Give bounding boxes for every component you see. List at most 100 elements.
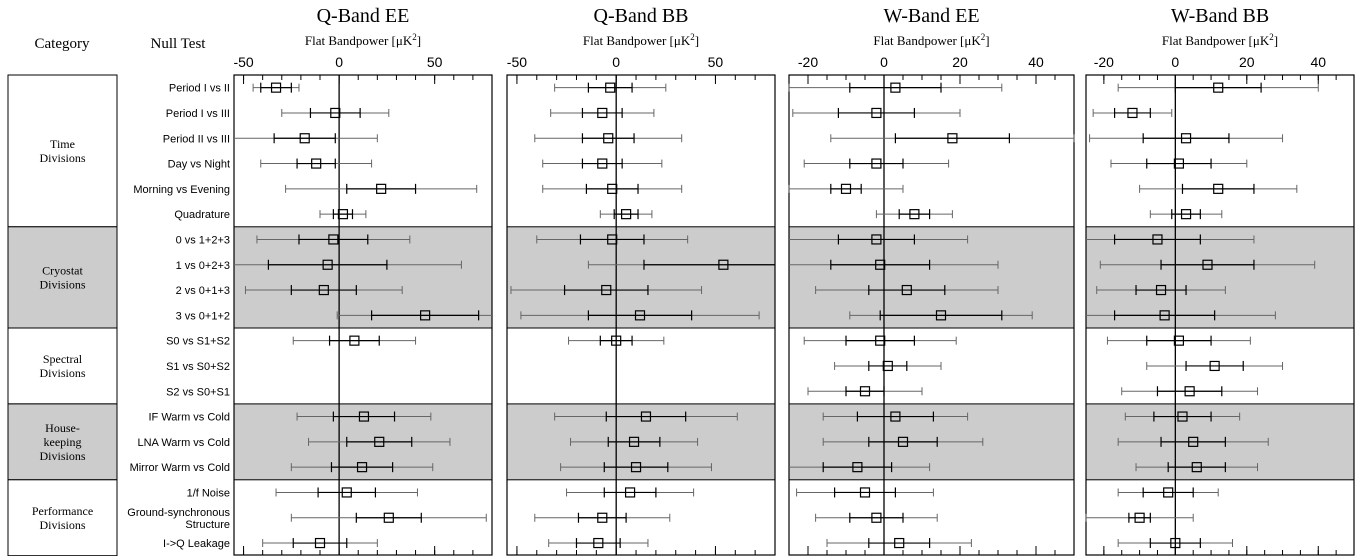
data-point — [554, 411, 738, 422]
category-cell — [7, 479, 118, 556]
null-test-label: S2 vs S0+S1 — [166, 386, 230, 398]
bandpower-marker — [1180, 133, 1192, 144]
null-test-label: 3 vs 0+1+2 — [176, 310, 230, 322]
bandpower-marker — [337, 209, 349, 220]
null-test-label: Morning vs Evening — [133, 184, 230, 196]
bandpower-marker — [593, 537, 604, 549]
data-point — [815, 512, 938, 523]
null-test-column-header: Null Test — [151, 36, 207, 52]
bandpower-marker — [611, 335, 622, 346]
x-axis-label-exp: 2 — [981, 32, 986, 42]
null-test-label: Day vs Night — [168, 159, 230, 171]
bandpower-marker — [270, 82, 282, 93]
panel-title: W-Band EE — [883, 5, 979, 27]
data-point — [822, 411, 969, 422]
x-tick-label: -50 — [507, 54, 527, 70]
data-point — [296, 411, 432, 422]
data-point — [275, 487, 418, 498]
data-point — [560, 462, 712, 473]
x-tick-label: -20 — [798, 54, 818, 70]
bandpower-marker — [890, 411, 901, 422]
bandpower-marker — [882, 360, 893, 372]
bandpower-marker — [330, 107, 341, 119]
bandpower-marker — [897, 436, 909, 447]
bandpower-marker — [871, 158, 882, 169]
bandpower-marker — [871, 512, 882, 523]
x-axis-label-exp: 2 — [690, 32, 695, 42]
shaded-band — [506, 226, 776, 329]
data-point — [319, 209, 367, 220]
category-label: Divisions — [39, 277, 85, 291]
x-tick-label: 20 — [1239, 54, 1255, 70]
null-test-label: S0 vs S1+S2 — [166, 336, 230, 348]
bandpower-marker — [1209, 360, 1220, 372]
x-axis-label: Flat Bandpower [μK2] — [873, 32, 989, 48]
category-cell — [7, 74, 118, 228]
x-tick-label: 0 — [880, 54, 888, 70]
shaded-band — [788, 226, 1075, 329]
bandpower-marker — [859, 487, 871, 498]
x-tick-label: 50 — [708, 54, 724, 70]
data-point — [244, 284, 403, 296]
category-label: Divisions — [39, 366, 85, 380]
x-axis-label-prefix: Flat Bandpower [ — [873, 33, 964, 48]
data-point — [1117, 537, 1234, 549]
data-point — [1106, 335, 1251, 346]
x-axis-label-unit: μK — [964, 33, 981, 48]
bandpower-marker — [1202, 259, 1213, 270]
null-test-label: 1 vs 0+2+3 — [176, 260, 230, 272]
bandpower-marker — [859, 386, 871, 397]
bandpower-marker — [875, 335, 886, 346]
data-point — [875, 209, 953, 220]
data-point — [788, 183, 904, 194]
category-cell — [7, 403, 118, 481]
bandpower-marker — [871, 107, 882, 119]
data-point — [1089, 133, 1284, 144]
data-point — [550, 107, 655, 119]
data-point — [256, 234, 411, 245]
bandpower-marker — [901, 284, 912, 296]
category-label: Divisions — [39, 449, 85, 463]
null-test-label: 2 vs 0+1+3 — [176, 285, 230, 297]
x-axis-label-suffix: ] — [695, 33, 699, 48]
bandpower-marker — [322, 259, 333, 270]
x-axis-label-suffix: ] — [417, 33, 421, 48]
bandpower-marker — [1163, 487, 1174, 498]
bandpower-marker — [634, 310, 646, 321]
data-point — [1124, 411, 1241, 422]
x-axis-label-suffix: ] — [1274, 33, 1278, 48]
null-test-label: S1 vs S0+S2 — [166, 361, 230, 373]
null-test-label: IF Warm vs Cold — [149, 412, 231, 424]
x-axis-label: Flat Bandpower [μK2] — [305, 32, 421, 48]
data-point — [789, 234, 969, 245]
bandpower-marker — [1152, 234, 1163, 245]
bandpower-marker — [383, 512, 394, 523]
bandpower-marker — [349, 335, 360, 346]
null-test-label: Quadrature — [174, 209, 230, 221]
data-point — [815, 284, 999, 296]
x-tick-label: 20 — [952, 54, 968, 70]
bandpower-marker — [597, 512, 608, 523]
data-point — [570, 436, 699, 447]
bandpower-marker — [1184, 386, 1195, 397]
bandpower-marker — [1177, 411, 1188, 422]
null-test-label: Period I vs II — [169, 83, 230, 95]
bandpower-marker — [1213, 183, 1224, 194]
data-point — [281, 107, 390, 119]
data-point — [849, 310, 1033, 321]
data-point — [834, 360, 942, 372]
data-point — [260, 158, 373, 169]
bandpower-marker — [607, 183, 618, 194]
x-tick-label: 40 — [1310, 54, 1326, 70]
panel-title: W-Band BB — [1171, 5, 1269, 27]
bandpower-marker — [718, 259, 729, 270]
data-point — [566, 487, 695, 498]
category-label: keeping — [44, 435, 82, 449]
null-test-label: Period II vs III — [163, 133, 230, 145]
data-point — [826, 537, 972, 549]
data-point — [796, 487, 934, 498]
data-point — [520, 310, 760, 321]
data-point — [292, 335, 417, 346]
